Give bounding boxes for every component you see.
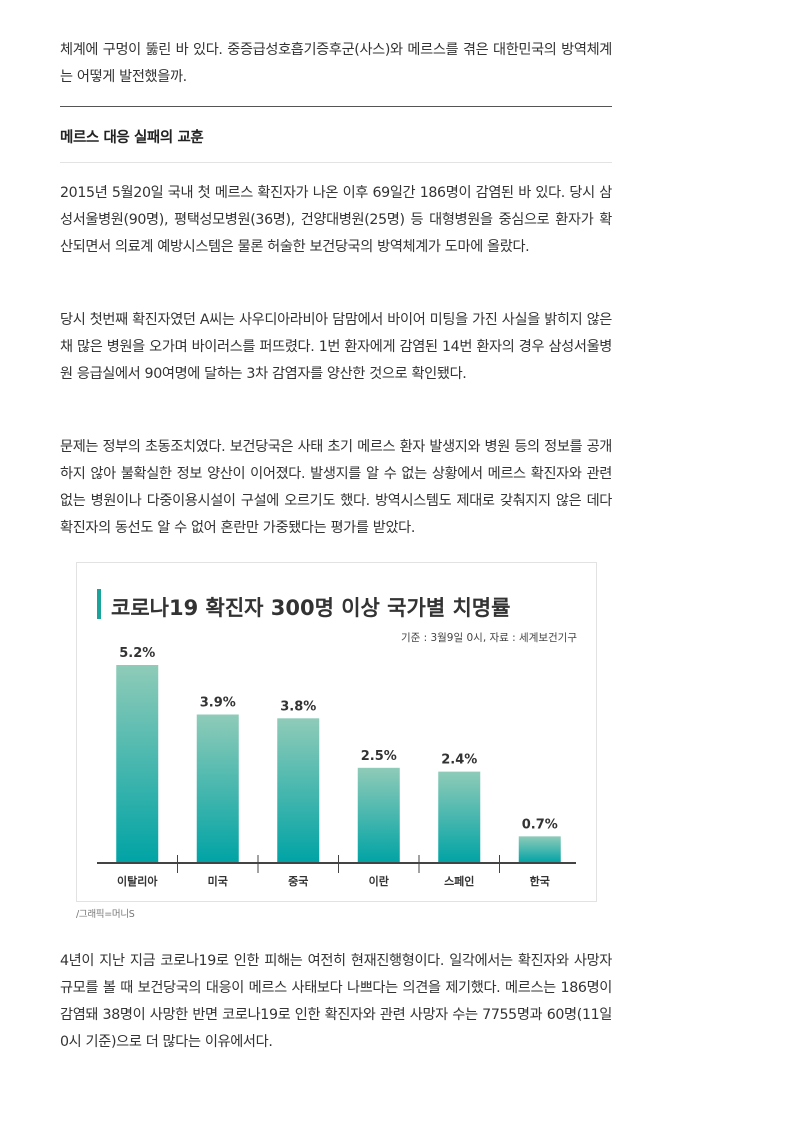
category-label: 중국: [288, 875, 308, 888]
bar-value-label: 5.2%: [119, 646, 155, 661]
category-label: 한국: [530, 874, 550, 888]
intro-paragraph: 체계에 구멍이 뚫린 바 있다. 중증급성호흡기증후군(사스)와 메르스를 겪은…: [60, 42, 612, 85]
title-accent-bar: [97, 589, 101, 619]
fatality-rate-chart: 코로나19 확진자 300명 이상 국가별 치명률 기준 : 3월9일 0시, …: [97, 589, 577, 888]
chart-subtitle: 기준 : 3월9일 0시, 자료 : 세계보건기구: [401, 631, 577, 644]
bar-value-label: 2.5%: [361, 749, 397, 764]
bar-2: [196, 714, 239, 863]
bar-1: [116, 665, 159, 863]
chart-figure: 코로나19 확진자 300명 이상 국가별 치명률 기준 : 3월9일 0시, …: [76, 562, 597, 902]
category-label: 미국: [208, 874, 228, 888]
paragraph-block-1: 2015년 5월20일 국내 첫 메르스 확진자가 나온 이후 69일간 186…: [60, 180, 612, 261]
bar-group: 5.2% 3.9% 3.8% 2.5% 2.4% 0.7%: [116, 646, 561, 863]
chart-title: 코로나19 확진자 300명 이상 국가별 치명률: [111, 596, 510, 620]
figure-caption: /그래픽=머니S: [76, 909, 135, 920]
bar-3: [277, 718, 320, 863]
closing-block: 4년이 지난 지금 코로나19로 인한 피해는 여전히 현재진행형이다. 일각에…: [60, 948, 612, 1056]
category-label: 이란: [369, 874, 389, 888]
closing-paragraph: 4년이 지난 지금 코로나19로 인한 피해는 여전히 현재진행형이다. 일각에…: [60, 953, 612, 1050]
bar-6: [518, 836, 561, 863]
body-paragraph: 2015년 5월20일 국내 첫 메르스 확진자가 나온 이후 69일간 186…: [60, 185, 612, 255]
paragraph-block-3: 문제는 정부의 초동조치였다. 보건당국은 사태 초기 메르스 환자 발생지와 …: [60, 434, 612, 542]
intro-block: 체계에 구멍이 뚫린 바 있다. 중증급성호흡기증후군(사스)와 메르스를 겪은…: [60, 37, 612, 91]
paragraph-block-2: 당시 첫번째 확진자였던 A씨는 사우디아라비아 담맘에서 바이어 미팅을 가진…: [60, 307, 612, 388]
bar-4: [357, 767, 400, 863]
section-heading-divider: [60, 162, 612, 163]
category-label: 스페인: [444, 874, 474, 888]
bar-5: [438, 771, 481, 863]
section-top-divider: [60, 106, 612, 107]
category-label: 이탈리아: [117, 874, 158, 888]
bar-value-label: 0.7%: [522, 817, 558, 832]
bar-value-label: 3.8%: [280, 699, 316, 714]
section-heading: 메르스 대응 실패의 교훈: [60, 130, 204, 146]
tick-group: 이탈리아 미국 중국 이란 스페인 한국: [117, 855, 550, 888]
body-paragraph: 당시 첫번째 확진자였던 A씨는 사우디아라비아 담맘에서 바이어 미팅을 가진…: [60, 312, 612, 382]
bar-value-label: 3.9%: [200, 696, 236, 711]
bar-value-label: 2.4%: [441, 753, 477, 768]
body-paragraph: 문제는 정부의 초동조치였다. 보건당국은 사태 초기 메르스 환자 발생지와 …: [60, 439, 612, 536]
